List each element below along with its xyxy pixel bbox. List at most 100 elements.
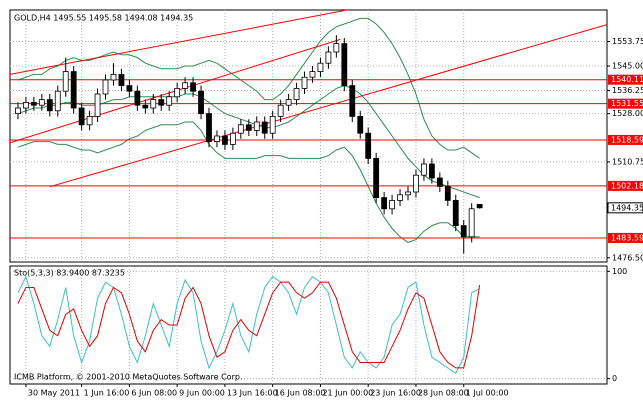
level-label-box bbox=[608, 180, 643, 191]
candle-body bbox=[333, 43, 340, 53]
last-price-box bbox=[607, 202, 643, 214]
y-tick-label: 1528.00 bbox=[612, 109, 643, 118]
candle-body bbox=[357, 116, 364, 134]
trend-line bbox=[49, 24, 607, 188]
candle-body bbox=[94, 93, 101, 117]
candle-body bbox=[428, 163, 435, 179]
candle-body bbox=[253, 121, 260, 131]
candle-body bbox=[86, 116, 93, 126]
candle-body bbox=[436, 177, 443, 187]
x-tick-label: 6 Jun 08:00 bbox=[131, 389, 177, 398]
candle-body bbox=[110, 74, 117, 81]
candle-body bbox=[476, 204, 483, 209]
candle-body bbox=[452, 199, 459, 226]
candle-body bbox=[30, 102, 37, 106]
stochastic-panel bbox=[9, 265, 608, 385]
candle-body bbox=[397, 194, 403, 201]
chart-title: GOLD,H4 1495.55 1495.58 1494.08 1494.35 bbox=[14, 14, 193, 23]
candle-body bbox=[102, 79, 109, 95]
x-tick-label: 21 Jun 00:00 bbox=[322, 389, 373, 398]
candle-body bbox=[237, 124, 244, 134]
level-label: 1483.59 bbox=[611, 233, 643, 242]
candle-body bbox=[277, 104, 284, 117]
candle-body bbox=[15, 107, 21, 114]
candle-body bbox=[190, 82, 196, 92]
level-label: 1540.11 bbox=[611, 75, 643, 84]
candle-body bbox=[142, 104, 149, 109]
y-tick-label: 1545.00 bbox=[612, 62, 643, 71]
candle-body bbox=[23, 102, 29, 109]
level-label: 1518.59 bbox=[611, 135, 643, 144]
candle-body bbox=[421, 163, 427, 176]
y-tick-label: 100 bbox=[612, 267, 627, 276]
x-tick-label: 30 May 2011 bbox=[28, 389, 80, 398]
candle-body bbox=[78, 107, 85, 126]
candle-body bbox=[62, 71, 69, 92]
candle-body bbox=[222, 135, 228, 145]
candle-body bbox=[373, 157, 380, 198]
x-tick-label: 28 Jun 08:00 bbox=[418, 389, 469, 398]
candle-body bbox=[269, 116, 276, 134]
candle-body bbox=[206, 113, 212, 142]
candle-body bbox=[158, 99, 165, 106]
indicator-line bbox=[17, 275, 480, 375]
level-label-box bbox=[608, 98, 643, 109]
axes: 1553.75 1545.00 1536.25 1528.00 1510.75 1476.… bbox=[25, 37, 643, 398]
candle-body bbox=[214, 135, 220, 142]
candle-body bbox=[174, 88, 181, 98]
y-tick-label: 1476.50 bbox=[612, 253, 643, 262]
level-label: 1502.18 bbox=[611, 181, 643, 190]
x-tick-label: 16 Jun 08:00 bbox=[275, 389, 326, 398]
x-tick-label: 1 Jun 16:00 bbox=[84, 389, 130, 398]
candle-body bbox=[198, 90, 204, 114]
candle-body bbox=[182, 82, 189, 89]
candle-body bbox=[341, 43, 348, 86]
level-label-box bbox=[608, 74, 643, 85]
candle-body bbox=[70, 71, 77, 109]
stochastic-plot bbox=[10, 266, 607, 384]
trend-line bbox=[10, 10, 350, 75]
candle-body bbox=[405, 191, 411, 196]
candle-body bbox=[301, 76, 308, 89]
band-line bbox=[17, 121, 480, 243]
candle-body bbox=[317, 62, 324, 73]
level-label-box bbox=[608, 134, 643, 145]
candle-body bbox=[245, 124, 252, 131]
level-label: 1531.55 bbox=[611, 99, 643, 108]
candle-body bbox=[468, 208, 475, 238]
candle-body bbox=[349, 85, 356, 117]
level-label-box bbox=[608, 232, 643, 243]
candle-body bbox=[365, 132, 372, 159]
x-tick-label: 13 Jun 16:00 bbox=[227, 389, 278, 398]
y-tick-label: 1510.75 bbox=[612, 157, 643, 166]
x-tick-label: 9 Jun 00:00 bbox=[179, 389, 225, 398]
y-tick-label: 1536.25 bbox=[612, 86, 643, 95]
y-tick-label: 0 bbox=[612, 374, 617, 383]
candle-body bbox=[38, 99, 45, 106]
indicator-line bbox=[17, 281, 481, 369]
footer: ICMB Platform, © 2001-2010 MetaQuotes So… bbox=[14, 373, 243, 382]
main-plot bbox=[10, 10, 607, 262]
indicator-title: Sto(5,3,3) 83.9400 87.3235 bbox=[14, 269, 125, 278]
x-tick-label: 1 Jul 00:00 bbox=[466, 389, 509, 398]
candle-body bbox=[134, 90, 141, 106]
main-panel bbox=[9, 9, 608, 263]
last-price-label: 1494.35 bbox=[611, 203, 643, 212]
candle-body bbox=[444, 185, 451, 201]
candle-body bbox=[166, 96, 173, 106]
candle-body bbox=[413, 174, 419, 193]
x-tick-label: 23 Jun 16:00 bbox=[370, 389, 421, 398]
y-tick-label: 1553.75 bbox=[612, 37, 643, 46]
candle-body bbox=[285, 99, 292, 106]
candle-body bbox=[325, 51, 332, 64]
candle-body bbox=[118, 74, 125, 87]
candle-body bbox=[46, 99, 53, 112]
candle-body bbox=[389, 199, 395, 210]
candle-body bbox=[54, 90, 61, 112]
candle-body bbox=[381, 197, 388, 210]
candle-body bbox=[150, 99, 157, 109]
candle-body bbox=[261, 121, 268, 134]
candle-body bbox=[460, 225, 467, 238]
candle-body bbox=[309, 71, 316, 78]
